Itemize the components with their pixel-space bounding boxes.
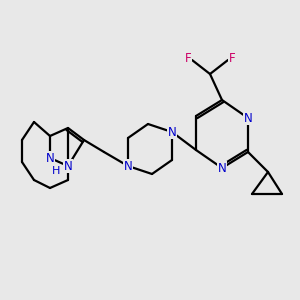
Text: N: N xyxy=(168,125,176,139)
Text: F: F xyxy=(229,52,235,65)
Text: H: H xyxy=(52,166,60,176)
Text: N: N xyxy=(244,112,252,124)
Text: N: N xyxy=(46,152,54,164)
Text: N: N xyxy=(218,161,226,175)
Text: N: N xyxy=(64,160,72,172)
Text: N: N xyxy=(124,160,132,172)
Text: F: F xyxy=(185,52,191,65)
